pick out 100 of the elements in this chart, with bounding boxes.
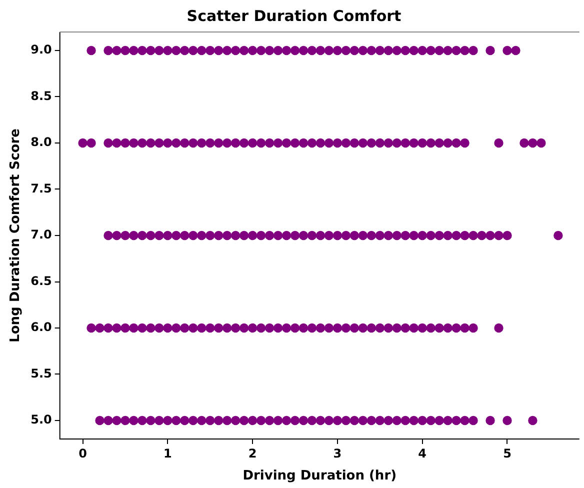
- point: [239, 138, 249, 148]
- point: [282, 230, 292, 240]
- y-tick-label: 5.0: [30, 412, 52, 427]
- point: [273, 230, 283, 240]
- point: [146, 416, 156, 426]
- x-tick-label: 0: [78, 446, 87, 460]
- point: [358, 416, 368, 426]
- point: [452, 323, 461, 333]
- point: [120, 46, 130, 56]
- point: [248, 323, 258, 333]
- point: [154, 138, 164, 148]
- point: [486, 416, 495, 426]
- chart-title: Scatter Duration Comfort: [186, 6, 402, 25]
- point: [460, 230, 470, 240]
- point: [392, 323, 402, 333]
- point: [332, 416, 342, 426]
- point: [409, 323, 418, 333]
- point: [452, 230, 461, 240]
- point: [443, 230, 452, 240]
- point: [78, 138, 88, 148]
- point: [298, 416, 308, 426]
- point: [222, 416, 232, 426]
- point: [511, 46, 520, 56]
- point: [418, 416, 427, 426]
- point: [138, 323, 147, 333]
- point: [316, 323, 326, 333]
- point: [502, 416, 512, 426]
- point: [324, 46, 334, 56]
- point: [214, 230, 224, 240]
- point: [443, 138, 452, 148]
- point: [409, 138, 418, 148]
- point: [520, 138, 529, 148]
- point: [452, 46, 461, 56]
- point: [418, 46, 427, 56]
- point: [172, 416, 181, 426]
- point: [443, 416, 452, 426]
- point: [409, 230, 418, 240]
- point: [264, 230, 274, 240]
- point: [350, 138, 360, 148]
- point: [324, 416, 334, 426]
- point: [222, 230, 232, 240]
- point: [494, 230, 504, 240]
- y-tick-label: 5.5: [30, 366, 52, 380]
- point: [358, 323, 368, 333]
- point: [409, 416, 418, 426]
- point: [358, 230, 368, 240]
- point: [282, 138, 292, 148]
- point: [197, 230, 206, 240]
- point: [298, 46, 308, 56]
- y-tick-label: 8.0: [30, 135, 52, 150]
- point: [528, 416, 538, 426]
- point: [341, 230, 351, 240]
- point: [375, 46, 385, 56]
- point: [172, 230, 181, 240]
- point: [256, 230, 266, 240]
- point: [375, 138, 385, 148]
- point: [443, 46, 452, 56]
- point: [486, 46, 495, 56]
- point: [138, 416, 147, 426]
- point: [180, 416, 190, 426]
- y-tick-label: 7.5: [30, 181, 52, 196]
- point: [452, 138, 461, 148]
- point: [324, 138, 334, 148]
- point: [163, 416, 172, 426]
- point: [264, 46, 274, 56]
- point: [95, 323, 104, 333]
- point: [188, 46, 198, 56]
- point: [392, 230, 402, 240]
- point: [324, 323, 334, 333]
- point: [477, 230, 486, 240]
- point: [409, 46, 418, 56]
- point: [332, 323, 342, 333]
- point: [358, 46, 368, 56]
- point: [222, 46, 232, 56]
- point: [468, 416, 478, 426]
- point: [230, 46, 240, 56]
- x-tick-label: 1: [163, 446, 172, 460]
- point: [375, 323, 385, 333]
- point: [146, 230, 156, 240]
- point: [460, 46, 470, 56]
- point: [112, 416, 122, 426]
- point: [434, 323, 444, 333]
- point: [86, 46, 96, 56]
- point: [418, 230, 427, 240]
- point: [384, 230, 393, 240]
- point: [290, 323, 300, 333]
- point: [426, 46, 436, 56]
- y-tick-label: 6.5: [30, 274, 52, 288]
- point: [129, 138, 138, 148]
- point: [256, 416, 266, 426]
- point: [307, 138, 317, 148]
- point: [350, 230, 360, 240]
- point: [341, 46, 351, 56]
- point: [222, 323, 232, 333]
- point: [307, 323, 317, 333]
- point: [206, 230, 215, 240]
- point: [120, 138, 130, 148]
- point: [248, 230, 258, 240]
- point: [146, 46, 156, 56]
- point: [434, 138, 444, 148]
